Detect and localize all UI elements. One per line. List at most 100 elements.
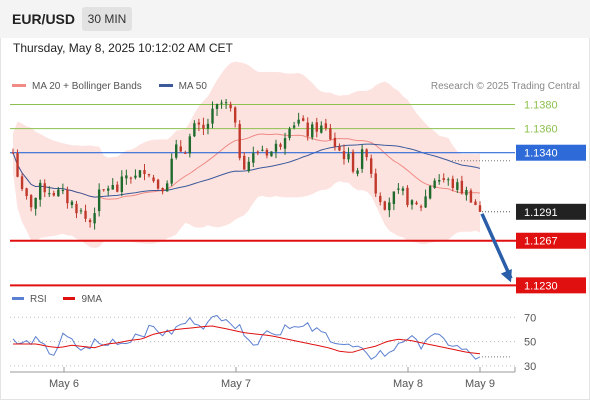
candle-body <box>202 124 205 129</box>
candle-body <box>88 219 92 223</box>
candle <box>270 151 273 157</box>
candle-body <box>66 189 69 204</box>
candle-body <box>143 170 146 175</box>
candle <box>88 218 92 228</box>
price-tag-label: 1.1340 <box>524 148 558 160</box>
candle-body <box>93 213 96 224</box>
candle <box>469 188 473 203</box>
legend-label-rsi: RSI <box>30 294 47 305</box>
candle-body <box>379 195 382 203</box>
legend-item-rsi: RSI <box>12 294 47 305</box>
candle-body <box>116 184 119 192</box>
candle-body <box>265 149 269 156</box>
candle <box>256 150 260 156</box>
candle <box>369 154 373 178</box>
candle-body <box>70 201 74 205</box>
candle <box>374 168 377 198</box>
candle-body <box>424 196 427 208</box>
candle <box>428 185 432 200</box>
candle-body <box>315 122 318 132</box>
legend-item-9ma: 9MA <box>63 294 102 305</box>
candle <box>311 121 314 140</box>
candle <box>265 148 269 159</box>
candle <box>39 179 42 207</box>
candle <box>351 149 355 174</box>
candle <box>129 176 133 184</box>
candle-body <box>274 143 278 152</box>
candle <box>84 204 87 223</box>
candle-body <box>419 206 423 208</box>
candle <box>433 178 436 189</box>
rsi-line <box>12 315 481 360</box>
candle-body <box>170 158 173 184</box>
candle <box>419 204 423 212</box>
legend-swatch-9ma <box>63 296 76 300</box>
timeframe-button[interactable]: 30 MIN <box>82 7 132 31</box>
candle-body <box>356 170 359 174</box>
candle <box>320 121 323 134</box>
candle <box>360 144 364 173</box>
candle-body <box>369 158 373 174</box>
candle-body <box>20 176 24 189</box>
candle-body <box>456 182 459 190</box>
candle <box>34 197 37 216</box>
candle <box>233 106 237 128</box>
candle-body <box>129 177 133 179</box>
candle-body <box>206 123 210 129</box>
candle-body <box>465 190 468 196</box>
candle-body <box>288 128 291 138</box>
candle <box>442 173 445 183</box>
candle <box>437 174 441 185</box>
candle <box>134 169 137 180</box>
candle-body <box>238 123 241 159</box>
research-credit: Research © 2025 Trading Central <box>430 81 580 92</box>
candle-body <box>134 175 137 178</box>
candle <box>474 199 477 206</box>
candle-body <box>347 153 350 160</box>
candle <box>460 175 464 195</box>
candle-body <box>474 201 477 205</box>
candle-body <box>428 186 432 199</box>
candle-body <box>374 173 377 194</box>
candle-body <box>437 180 441 182</box>
x-tick-label: May 6 <box>49 378 79 390</box>
candle-body <box>111 185 114 190</box>
candle-body <box>410 200 414 205</box>
candle <box>66 186 69 209</box>
candle-body <box>401 188 405 191</box>
candle <box>379 192 382 206</box>
candle <box>306 117 309 141</box>
candle <box>365 148 368 161</box>
candle <box>120 170 124 197</box>
candle <box>111 178 114 190</box>
candle-body <box>433 180 436 189</box>
price-tag-label: 1.1230 <box>524 280 558 292</box>
candle <box>175 139 178 160</box>
candle <box>97 183 101 217</box>
candle <box>70 200 74 209</box>
legend-label-9ma: 9MA <box>81 294 103 305</box>
candle-body <box>306 122 309 137</box>
candle <box>356 167 359 177</box>
legend-item-ma50: MA 50 <box>158 81 207 92</box>
candle <box>29 194 33 212</box>
x-tick-label: May 9 <box>465 378 495 390</box>
candle <box>152 174 155 183</box>
candle-body <box>478 205 482 212</box>
legend-item-ma20: MA 20 + Bollinger Bands <box>12 81 142 92</box>
candle <box>220 99 223 109</box>
timestamp: Thursday, May 8, 2025 10:12:02 AM CET <box>13 41 233 55</box>
candle-body <box>193 123 196 137</box>
projection-arrow-line <box>480 213 513 280</box>
price-tag-label: 1.1360 <box>524 124 558 136</box>
instrument-title: EUR/USD <box>12 11 76 27</box>
price-tag-label: 1.1267 <box>524 236 558 248</box>
candle <box>383 200 386 211</box>
candle-body <box>365 149 368 158</box>
candle <box>274 139 278 159</box>
legend-label-ma50: MA 50 <box>178 81 207 92</box>
candle <box>57 186 60 197</box>
candle <box>410 199 414 210</box>
candle-body <box>338 146 341 151</box>
candle <box>165 180 169 192</box>
